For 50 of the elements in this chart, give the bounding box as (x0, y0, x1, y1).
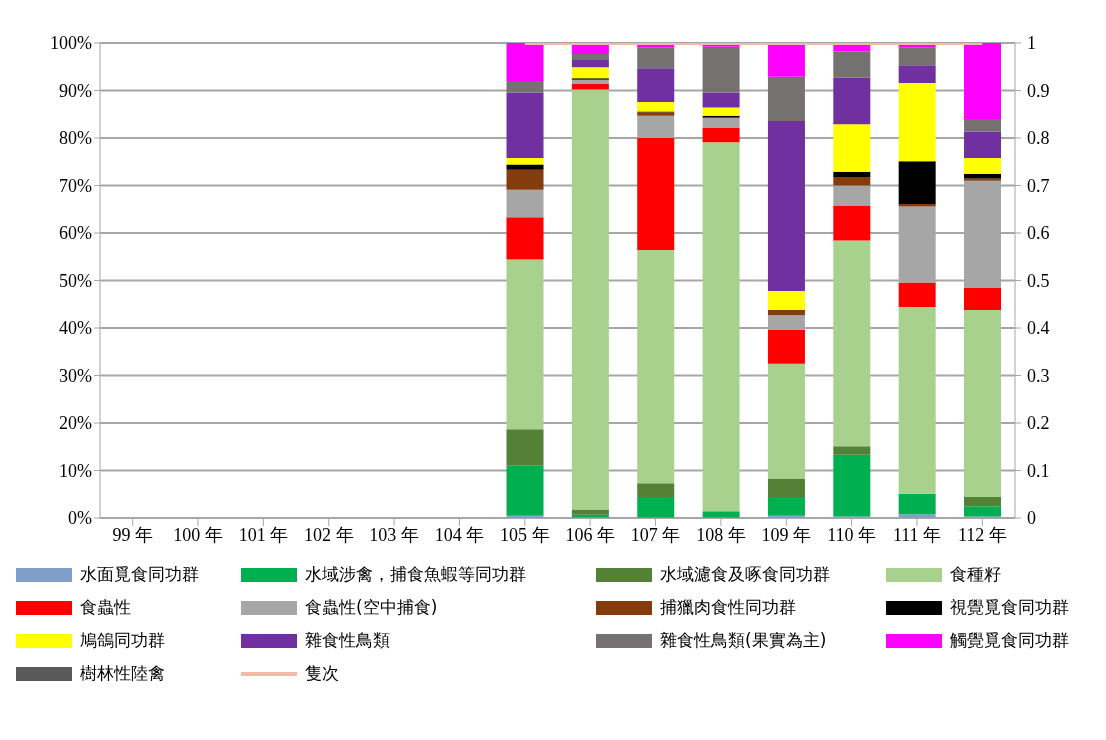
legend-label: 水域濾食及啄食同功群 (660, 563, 830, 586)
legend-label: 視覺覓食同功群 (950, 596, 1069, 619)
legend-label: 樹林性陸禽 (80, 662, 165, 685)
x-tick-label: 100 年 (173, 524, 223, 545)
legend-label: 隻次 (305, 662, 339, 685)
y-tick-label: 80% (59, 128, 92, 149)
y-tick-label: 20% (59, 413, 92, 434)
legend-label: 水域涉禽，捕食魚蝦等同功群 (305, 563, 526, 586)
x-tick-label: 104 年 (434, 524, 485, 545)
y2-tick-label: 0.1 (1027, 460, 1050, 481)
y2-tick-label: 0.8 (1027, 128, 1050, 149)
y2-tick-label: 0.7 (1027, 175, 1050, 196)
y-tick-label: 90% (59, 80, 92, 101)
y2-tick-label: 0.4 (1027, 318, 1050, 339)
x-tick-label: 108 年 (696, 524, 746, 545)
x-tick-label: 110 年 (827, 524, 877, 545)
y2-tick-label: 0.6 (1027, 223, 1050, 244)
y-tick-label: 30% (59, 365, 92, 386)
y2-tick-label: 0.5 (1027, 270, 1050, 291)
x-tick-label: 107 年 (630, 524, 681, 545)
y2-tick-label: 0.2 (1027, 413, 1050, 434)
legend-label: 雜食性鳥類(果實為主) (660, 629, 827, 652)
x-tick-label: 103 年 (369, 524, 419, 545)
legend-label: 食蟲性 (80, 596, 131, 619)
legend-label: 食蟲性(空中捕食) (305, 596, 438, 619)
y2-tick-label: 0.3 (1027, 365, 1050, 386)
y2-tick-label: 0 (1027, 508, 1036, 529)
y-tick-label: 0% (68, 508, 92, 529)
y-tick-label: 70% (59, 175, 92, 196)
x-tick-label: 111 年 (892, 524, 942, 545)
legend-label: 鳩鴿同功群 (80, 629, 165, 652)
y-tick-label: 40% (59, 318, 92, 339)
legend-label: 雜食性鳥類 (305, 629, 390, 652)
x-tick-label: 101 年 (238, 524, 289, 545)
y2-tick-label: 0.9 (1027, 80, 1050, 101)
x-tick-label: 99 年 (112, 524, 153, 545)
x-tick-label: 109 年 (761, 524, 811, 545)
legend-label: 觸覺覓食同功群 (950, 629, 1069, 652)
x-tick-label: 105 年 (500, 524, 550, 545)
y-tick-label: 100% (50, 33, 92, 54)
legend-label: 水面覓食同功群 (80, 563, 199, 586)
y-tick-label: 60% (59, 223, 92, 244)
y-tick-label: 10% (59, 460, 92, 481)
legend-label: 食種籽 (950, 563, 1001, 586)
x-tick-label: 112 年 (957, 524, 1007, 545)
x-tick-label: 106 年 (565, 524, 615, 545)
y-tick-label: 50% (59, 270, 92, 291)
y2-tick-label: 1 (1027, 33, 1036, 54)
legend-label: 捕獵肉食性同功群 (660, 596, 796, 619)
x-tick-label: 102 年 (304, 524, 354, 545)
